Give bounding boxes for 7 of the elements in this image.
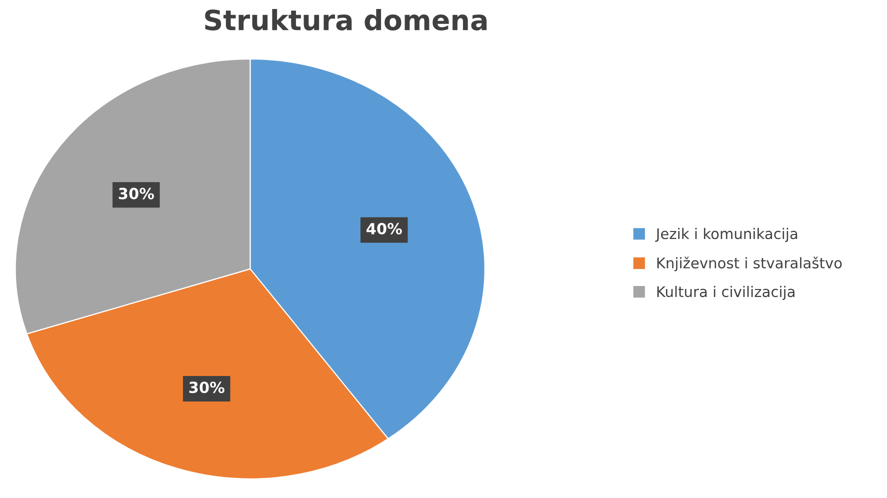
- data-label: 30%: [118, 188, 154, 200]
- legend-label: Kultura i civilizacija: [657, 286, 794, 300]
- data-label: 30%: [189, 382, 224, 394]
- data-label: 40%: [366, 222, 402, 234]
- chart-title: Struktura domena: [205, 8, 487, 30]
- legend-label: Jezik i komunikacija: [655, 228, 798, 242]
- legend-label: Književnost i stvaralaštvo: [657, 256, 842, 272]
